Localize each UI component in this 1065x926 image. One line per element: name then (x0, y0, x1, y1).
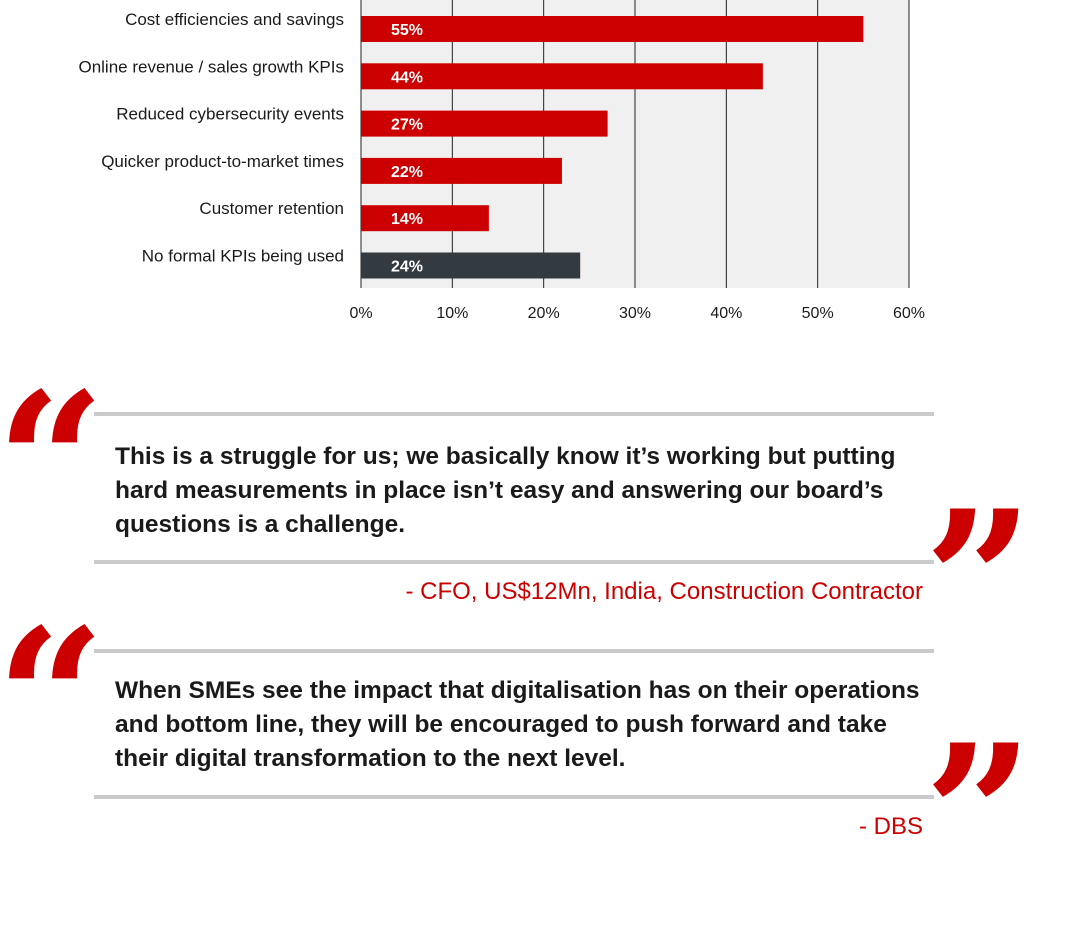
category-label: Online revenue / sales growth KPIs (78, 57, 344, 76)
x-tick-label: 60% (893, 305, 925, 322)
close-quote-icon: ” (924, 720, 1033, 910)
bar-value-label: 24% (391, 259, 423, 276)
quote-top-rule (94, 412, 934, 416)
bar-value-label: 55% (391, 22, 423, 39)
x-tick-label: 20% (528, 305, 560, 322)
quote-bottom-rule (94, 795, 934, 799)
open-quote-icon: “ (0, 604, 105, 794)
quote-attribution: - DBS (859, 813, 923, 841)
bar (361, 205, 489, 231)
x-tick-label: 10% (436, 305, 468, 322)
quote-text: This is a struggle for us; we basically … (115, 440, 930, 542)
category-labels: Cost efficiencies and savings Online reve… (78, 10, 344, 266)
open-quote-icon: “ (0, 368, 105, 558)
category-label: Cost efficiencies and savings (125, 10, 344, 29)
bar-value-label: 14% (391, 211, 423, 228)
bar-value-label: 44% (391, 69, 423, 86)
quote-text: When SMEs see the impact that digitalisa… (115, 674, 930, 776)
x-tick-label: 30% (619, 305, 651, 322)
category-label: No formal KPIs being used (142, 247, 344, 266)
category-label: Quicker product-to-market times (101, 152, 344, 171)
close-quote-icon: ” (924, 486, 1033, 676)
x-tick-label: 50% (802, 305, 834, 322)
quote-attribution: - CFO, US$12Mn, India, Construction Cont… (405, 578, 923, 606)
bar-chart: 55% 44% 27% 22% 14% 24% Cost efficiencies and… (0, 0, 1065, 340)
x-axis-tick-labels: 0% 10% 20% 30% 40% 50% 60% (349, 305, 925, 322)
category-label: Reduced cybersecurity events (116, 105, 344, 124)
category-label: Customer retention (199, 199, 344, 218)
x-tick-label: 40% (710, 305, 742, 322)
quote-bottom-rule (94, 560, 934, 564)
quote-top-rule (94, 649, 934, 653)
bar-value-label: 27% (391, 117, 423, 134)
bar-value-label: 22% (391, 164, 423, 181)
bar (361, 16, 863, 42)
x-tick-label: 0% (349, 305, 372, 322)
